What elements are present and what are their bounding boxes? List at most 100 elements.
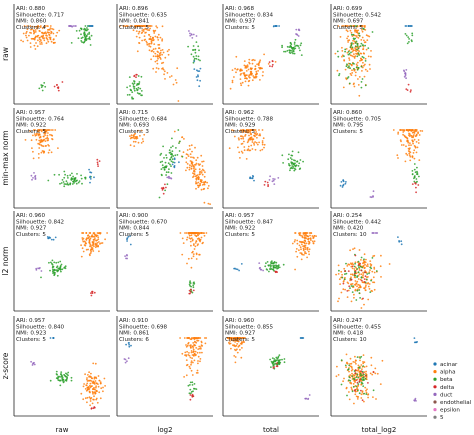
point-alpha (354, 361, 356, 364)
point-delta (405, 88, 408, 90)
point-alpha (363, 26, 366, 28)
point-delta (359, 262, 361, 265)
point-alpha (133, 145, 136, 148)
point-beta (128, 93, 131, 96)
point-beta (348, 82, 351, 85)
point-alpha (159, 51, 162, 54)
point-alpha (188, 354, 191, 357)
point-beta (413, 180, 416, 183)
point-alpha (247, 84, 250, 87)
point-alpha (372, 276, 375, 279)
point-alpha (336, 69, 339, 72)
point-alpha (199, 351, 201, 354)
point-beta (189, 280, 192, 282)
point-beta (344, 273, 346, 275)
point-alpha (98, 391, 101, 394)
point-beta (165, 174, 168, 176)
point-alpha (89, 384, 91, 387)
point-beta (72, 175, 74, 178)
panel-stat-text: ARI: 0.960 (225, 318, 254, 324)
point-beta (410, 39, 413, 42)
point-alpha (28, 34, 30, 37)
point-beta (355, 25, 358, 27)
point-alpha (201, 168, 204, 171)
point-alpha (25, 34, 27, 37)
point-alpha (249, 131, 252, 134)
point-beta (88, 36, 91, 38)
point-alpha (32, 150, 34, 153)
point-beta (404, 33, 407, 35)
point-beta (281, 358, 283, 361)
point-beta (84, 25, 87, 27)
point-beta (164, 189, 167, 192)
point-alpha (374, 372, 377, 375)
point-duct (413, 399, 416, 402)
point-alpha (200, 188, 203, 191)
point-alpha (186, 344, 189, 347)
point-beta (346, 63, 348, 66)
point-alpha (49, 25, 52, 27)
point-alpha (338, 278, 341, 281)
point-beta (413, 175, 416, 177)
point-beta (66, 183, 68, 186)
point-beta (133, 80, 136, 83)
point-alpha (346, 265, 349, 267)
point-alpha (358, 50, 360, 53)
point-alpha (373, 281, 376, 284)
point-alpha (340, 270, 343, 273)
point-beta (191, 384, 194, 386)
point-alpha (46, 134, 49, 137)
point-alpha (99, 397, 102, 400)
point-alpha (347, 263, 350, 266)
point-beta (131, 82, 134, 85)
points (226, 337, 311, 400)
point-beta (83, 40, 86, 43)
point-beta (48, 261, 50, 264)
point-alpha (184, 351, 187, 354)
point-duct (403, 69, 405, 72)
point-alpha (158, 47, 161, 50)
point-acinar (250, 177, 252, 180)
point-alpha (45, 42, 48, 45)
point-alpha (350, 273, 352, 276)
point-alpha (335, 273, 337, 276)
point-beta (57, 267, 60, 270)
point-alpha (194, 242, 197, 244)
point-alpha (203, 232, 205, 234)
point-alpha (159, 54, 162, 56)
point-alpha (345, 78, 348, 81)
point-beta (359, 372, 362, 375)
panel-stat-text: NMI: 0.923 (16, 331, 47, 337)
point-alpha (408, 129, 410, 131)
point-alpha (347, 289, 350, 292)
point-alpha (240, 68, 242, 71)
column-label: total (263, 426, 279, 434)
point-alpha (160, 49, 162, 52)
point-alpha (239, 74, 242, 76)
panel-stat-text: Clusters: 4 (16, 25, 46, 31)
point-alpha (47, 151, 50, 154)
point-beta (126, 86, 128, 89)
point-alpha (304, 251, 306, 253)
point-beta (165, 166, 167, 169)
point-alpha (145, 31, 147, 34)
point-alpha (192, 361, 194, 364)
point-alpha (355, 63, 358, 66)
point-alpha (345, 29, 348, 32)
point-alpha (300, 253, 303, 255)
point-alpha (86, 401, 88, 404)
point-beta (84, 177, 87, 180)
point-beta (408, 41, 410, 43)
panel-stat-text: NMI: 0.860 (16, 19, 47, 25)
point-alpha (87, 248, 89, 251)
point-beta (53, 273, 56, 276)
point-alpha (24, 139, 27, 141)
point-beta (298, 47, 300, 49)
point-alpha (372, 396, 374, 398)
point-alpha (157, 57, 159, 60)
point-duct (262, 269, 264, 272)
panel-stat-text: ARI: 0.896 (119, 6, 148, 12)
point-alpha (185, 354, 188, 356)
point-alpha (241, 341, 244, 344)
